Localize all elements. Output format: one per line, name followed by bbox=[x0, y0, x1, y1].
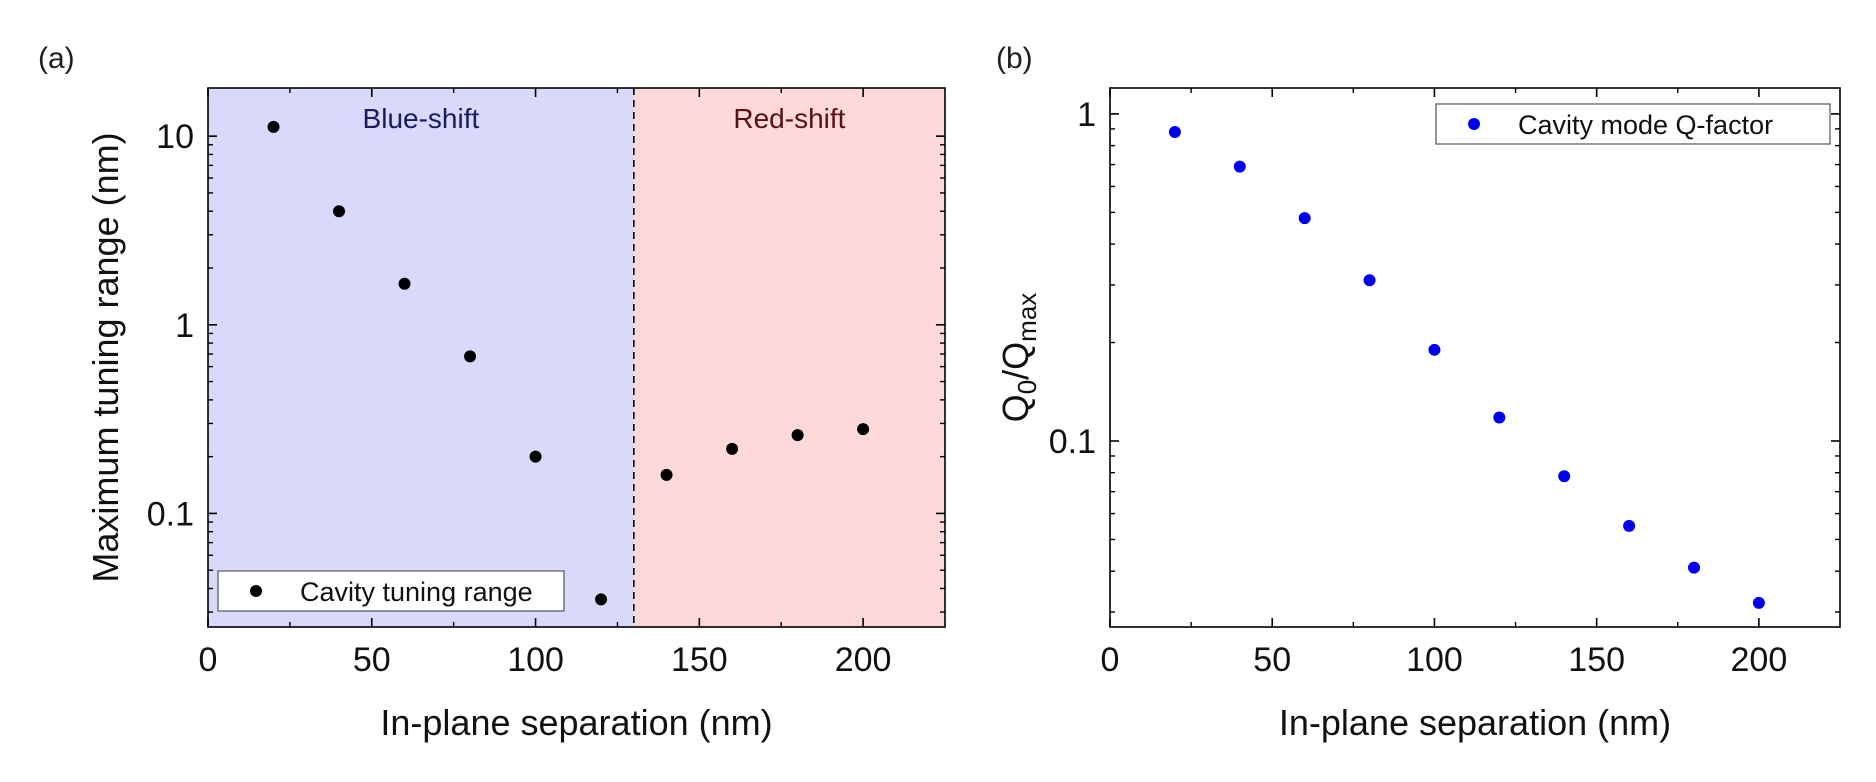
panel-b-points bbox=[1168, 126, 1765, 609]
panel-a-legend-label: Cavity tuning range bbox=[300, 577, 533, 607]
data-point bbox=[1558, 470, 1571, 483]
x-tick-label: 50 bbox=[353, 641, 391, 679]
panel-b-y-axis-label-q: Q bbox=[995, 394, 1036, 422]
region-blue-shift bbox=[208, 88, 634, 627]
x-tick-label: 100 bbox=[507, 641, 564, 679]
y-tick-label: 10 bbox=[156, 118, 194, 156]
data-point bbox=[267, 120, 280, 133]
panel-b-y-axis-label-slash-q: /Q bbox=[995, 342, 1036, 380]
data-point bbox=[333, 205, 346, 218]
data-point bbox=[1168, 126, 1181, 139]
region-label: Blue-shift bbox=[363, 103, 480, 134]
panel-b-y-axis-label-sub-max: max bbox=[1012, 293, 1042, 342]
data-point bbox=[1233, 160, 1246, 173]
region-label: Red-shift bbox=[733, 103, 845, 134]
data-point bbox=[857, 423, 870, 436]
panel-a-frame bbox=[207, 87, 946, 628]
x-tick-label: 0 bbox=[1101, 641, 1120, 679]
panel-a-y-axis-label: Maximum tuning range (nm) bbox=[85, 132, 126, 582]
panel-a-x-axis-label: In-plane separation (nm) bbox=[380, 702, 772, 743]
panel-b-y-axis-label-sub-0: 0 bbox=[1012, 380, 1042, 394]
y-tick-label: 1 bbox=[1077, 96, 1096, 134]
data-point bbox=[1752, 596, 1765, 609]
x-tick-label: 0 bbox=[199, 641, 218, 679]
data-point bbox=[1493, 411, 1506, 424]
panel-b-legend-label: Cavity mode Q-factor bbox=[1518, 110, 1773, 140]
panel-b-y-axis-label: Q0/Qmax bbox=[995, 293, 1042, 423]
data-point bbox=[660, 468, 673, 481]
panel-a-legend-box bbox=[217, 570, 565, 612]
x-tick-label: 150 bbox=[1568, 641, 1625, 679]
panel-a-legend-marker bbox=[250, 585, 262, 597]
data-point bbox=[398, 277, 411, 290]
data-point bbox=[464, 350, 477, 363]
region-red-shift bbox=[633, 88, 945, 627]
x-tick-label: 200 bbox=[1731, 641, 1788, 679]
data-point bbox=[1298, 212, 1311, 225]
data-point bbox=[529, 450, 542, 463]
panel-b: (b) 0 50 100 150 200 0.1 1 Cavity mode Q-facto… bbox=[995, 42, 1841, 743]
data-point bbox=[595, 593, 608, 606]
x-tick-label: 100 bbox=[1406, 641, 1463, 679]
panel-a: (a) Blue-shift Red-shift 0 50 100 150 200 0.1 1… bbox=[38, 42, 946, 743]
x-tick-label: 50 bbox=[1253, 641, 1291, 679]
panel-b-ticks: 0 50 100 150 200 0.1 1 bbox=[1049, 88, 1840, 679]
data-point bbox=[1688, 561, 1700, 574]
panel-b-legend-box bbox=[1435, 103, 1831, 145]
panel-a-regions bbox=[208, 88, 945, 627]
x-tick-label: 150 bbox=[671, 641, 728, 679]
panel-b-x-axis-label: In-plane separation (nm) bbox=[1279, 702, 1671, 743]
data-point bbox=[791, 429, 804, 442]
data-point bbox=[1428, 343, 1441, 356]
data-point bbox=[1363, 274, 1376, 287]
panel-b-legend: Cavity mode Q-factor bbox=[1435, 103, 1831, 145]
data-point bbox=[726, 442, 739, 455]
panel-a-points bbox=[267, 120, 870, 606]
panel-a-legend: Cavity tuning range bbox=[217, 570, 565, 612]
panel-b-frame bbox=[1109, 87, 1841, 628]
y-tick-label: 0.1 bbox=[147, 495, 194, 533]
panel-b-legend-marker bbox=[1468, 118, 1480, 130]
panel-b-label: (b) bbox=[996, 42, 1033, 75]
data-point bbox=[1623, 519, 1636, 532]
y-tick-label: 0.1 bbox=[1049, 423, 1096, 461]
y-tick-label: 1 bbox=[175, 307, 194, 345]
panel-a-ticks: 0 50 100 150 200 0.1 1 10 bbox=[147, 88, 945, 679]
x-tick-label: 200 bbox=[835, 641, 892, 679]
panel-a-label: (a) bbox=[38, 42, 75, 75]
panel-a-region-labels: Blue-shift Red-shift bbox=[363, 103, 846, 134]
